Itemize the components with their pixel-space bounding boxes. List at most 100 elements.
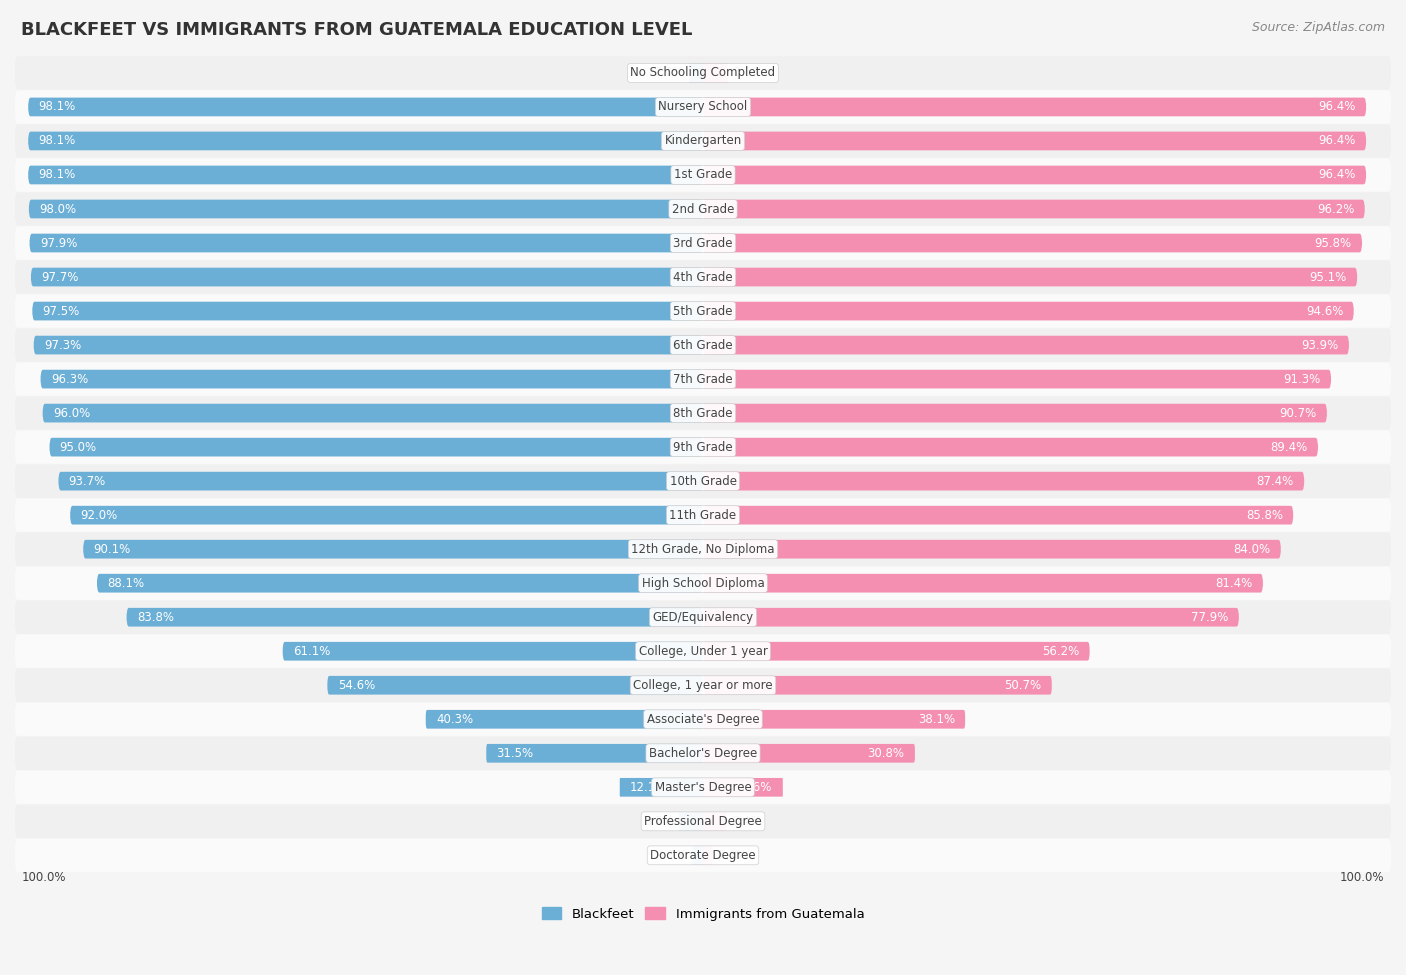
Text: Associate's Degree: Associate's Degree: [647, 713, 759, 725]
Text: 61.1%: 61.1%: [292, 644, 330, 658]
FancyBboxPatch shape: [15, 91, 1391, 124]
Text: 94.6%: 94.6%: [1306, 304, 1344, 318]
FancyBboxPatch shape: [426, 710, 703, 728]
Text: 77.9%: 77.9%: [1191, 610, 1229, 624]
FancyBboxPatch shape: [15, 498, 1391, 531]
Text: 1.4%: 1.4%: [718, 849, 748, 862]
FancyBboxPatch shape: [32, 301, 703, 321]
Text: 38.1%: 38.1%: [918, 713, 955, 725]
FancyBboxPatch shape: [703, 132, 1367, 150]
FancyBboxPatch shape: [703, 744, 915, 762]
Text: 93.7%: 93.7%: [69, 475, 105, 488]
FancyBboxPatch shape: [49, 438, 703, 456]
Text: 40.3%: 40.3%: [436, 713, 474, 725]
Text: Master's Degree: Master's Degree: [655, 781, 751, 794]
Text: 3.4%: 3.4%: [733, 815, 762, 828]
Text: College, Under 1 year: College, Under 1 year: [638, 644, 768, 658]
FancyBboxPatch shape: [28, 98, 703, 116]
Text: 8th Grade: 8th Grade: [673, 407, 733, 419]
FancyBboxPatch shape: [703, 63, 728, 82]
FancyBboxPatch shape: [97, 574, 703, 593]
Text: 1st Grade: 1st Grade: [673, 169, 733, 181]
Text: 98.1%: 98.1%: [38, 169, 76, 181]
Text: 97.5%: 97.5%: [42, 304, 80, 318]
Text: 97.7%: 97.7%: [41, 270, 79, 284]
Text: 3.5%: 3.5%: [644, 815, 673, 828]
Text: 88.1%: 88.1%: [107, 576, 145, 590]
FancyBboxPatch shape: [703, 642, 1090, 661]
FancyBboxPatch shape: [486, 744, 703, 762]
FancyBboxPatch shape: [15, 838, 1391, 872]
Text: 11.6%: 11.6%: [735, 781, 772, 794]
FancyBboxPatch shape: [703, 540, 1281, 559]
FancyBboxPatch shape: [127, 607, 703, 627]
FancyBboxPatch shape: [620, 778, 703, 797]
FancyBboxPatch shape: [703, 268, 1357, 287]
Text: 11th Grade: 11th Grade: [669, 509, 737, 522]
FancyBboxPatch shape: [28, 132, 703, 150]
FancyBboxPatch shape: [31, 268, 703, 287]
FancyBboxPatch shape: [15, 158, 1391, 192]
FancyBboxPatch shape: [15, 192, 1391, 225]
Text: 2.0%: 2.0%: [654, 66, 683, 79]
FancyBboxPatch shape: [703, 846, 713, 865]
FancyBboxPatch shape: [703, 301, 1354, 321]
Text: 96.4%: 96.4%: [1319, 100, 1355, 113]
FancyBboxPatch shape: [15, 397, 1391, 430]
Text: 95.1%: 95.1%: [1310, 270, 1347, 284]
FancyBboxPatch shape: [703, 812, 727, 831]
Text: 10th Grade: 10th Grade: [669, 475, 737, 488]
FancyBboxPatch shape: [15, 329, 1391, 362]
FancyBboxPatch shape: [15, 770, 1391, 804]
Text: 84.0%: 84.0%: [1233, 543, 1271, 556]
FancyBboxPatch shape: [83, 540, 703, 559]
Text: 3.6%: 3.6%: [734, 66, 763, 79]
Text: 96.4%: 96.4%: [1319, 135, 1355, 147]
FancyBboxPatch shape: [328, 676, 703, 694]
FancyBboxPatch shape: [703, 335, 1348, 355]
Text: 98.1%: 98.1%: [38, 135, 76, 147]
FancyBboxPatch shape: [15, 430, 1391, 464]
FancyBboxPatch shape: [15, 601, 1391, 634]
FancyBboxPatch shape: [703, 404, 1327, 422]
FancyBboxPatch shape: [679, 812, 703, 831]
Text: 98.1%: 98.1%: [38, 100, 76, 113]
Text: 12th Grade, No Diploma: 12th Grade, No Diploma: [631, 543, 775, 556]
Text: High School Diploma: High School Diploma: [641, 576, 765, 590]
FancyBboxPatch shape: [703, 778, 783, 797]
Text: 9th Grade: 9th Grade: [673, 441, 733, 453]
Text: Professional Degree: Professional Degree: [644, 815, 762, 828]
FancyBboxPatch shape: [15, 260, 1391, 293]
FancyBboxPatch shape: [703, 234, 1362, 253]
Text: Kindergarten: Kindergarten: [665, 135, 741, 147]
Text: 2nd Grade: 2nd Grade: [672, 203, 734, 215]
FancyBboxPatch shape: [15, 464, 1391, 498]
FancyBboxPatch shape: [703, 506, 1294, 525]
Text: 12.1%: 12.1%: [630, 781, 668, 794]
FancyBboxPatch shape: [42, 404, 703, 422]
Text: 96.2%: 96.2%: [1317, 203, 1354, 215]
FancyBboxPatch shape: [30, 234, 703, 253]
FancyBboxPatch shape: [15, 635, 1391, 668]
Text: 100.0%: 100.0%: [1340, 871, 1384, 884]
FancyBboxPatch shape: [689, 63, 703, 82]
FancyBboxPatch shape: [15, 566, 1391, 600]
FancyBboxPatch shape: [703, 710, 965, 728]
Text: Source: ZipAtlas.com: Source: ZipAtlas.com: [1251, 21, 1385, 34]
Text: 90.7%: 90.7%: [1279, 407, 1316, 419]
Text: 92.0%: 92.0%: [80, 509, 118, 522]
FancyBboxPatch shape: [58, 472, 703, 490]
FancyBboxPatch shape: [703, 438, 1317, 456]
Text: 90.1%: 90.1%: [93, 543, 131, 556]
FancyBboxPatch shape: [15, 532, 1391, 566]
Text: 30.8%: 30.8%: [868, 747, 904, 760]
Text: GED/Equivalency: GED/Equivalency: [652, 610, 754, 624]
Text: 85.8%: 85.8%: [1246, 509, 1284, 522]
Text: 93.9%: 93.9%: [1302, 338, 1339, 352]
FancyBboxPatch shape: [15, 226, 1391, 259]
FancyBboxPatch shape: [28, 200, 703, 218]
Text: College, 1 year or more: College, 1 year or more: [633, 679, 773, 691]
FancyBboxPatch shape: [70, 506, 703, 525]
Text: 4th Grade: 4th Grade: [673, 270, 733, 284]
Text: 5th Grade: 5th Grade: [673, 304, 733, 318]
